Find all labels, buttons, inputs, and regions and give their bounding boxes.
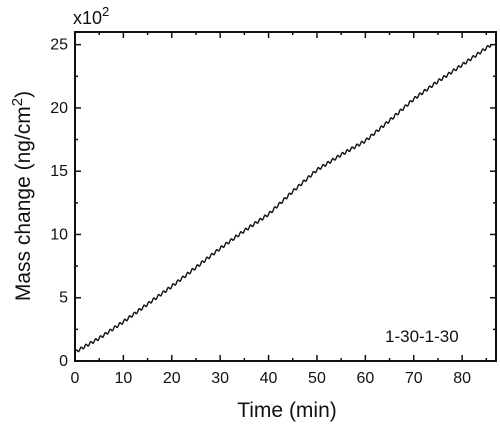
x-tick-label: 50: [308, 370, 326, 387]
y-axis-label: Mass change (ng/cm2): [9, 91, 35, 301]
plot-frame: [74, 31, 497, 362]
y-tick-label: 5: [59, 290, 68, 307]
x-tick-label: 20: [163, 370, 181, 387]
x-tick-label: 80: [453, 370, 471, 387]
x-tick-label: 0: [71, 370, 80, 387]
y-multiplier: x102: [73, 4, 109, 28]
x-axis-label: Time (min): [237, 399, 337, 422]
x-tick-label: 30: [211, 370, 229, 387]
y-tick-label: 15: [50, 163, 68, 180]
y-tick-label: 0: [59, 353, 68, 370]
y-tick-label: 10: [50, 226, 68, 243]
x-tick-label: 40: [260, 370, 278, 387]
annotation: 1-30-1-30: [385, 327, 459, 346]
x-tick-label: 10: [114, 370, 132, 387]
series-line-0: [74, 44, 492, 353]
x-tick-label: 70: [405, 370, 423, 387]
y-tick-label: 25: [50, 37, 68, 54]
x-tick-label: 60: [356, 370, 374, 387]
y-tick-label: 20: [50, 100, 68, 117]
